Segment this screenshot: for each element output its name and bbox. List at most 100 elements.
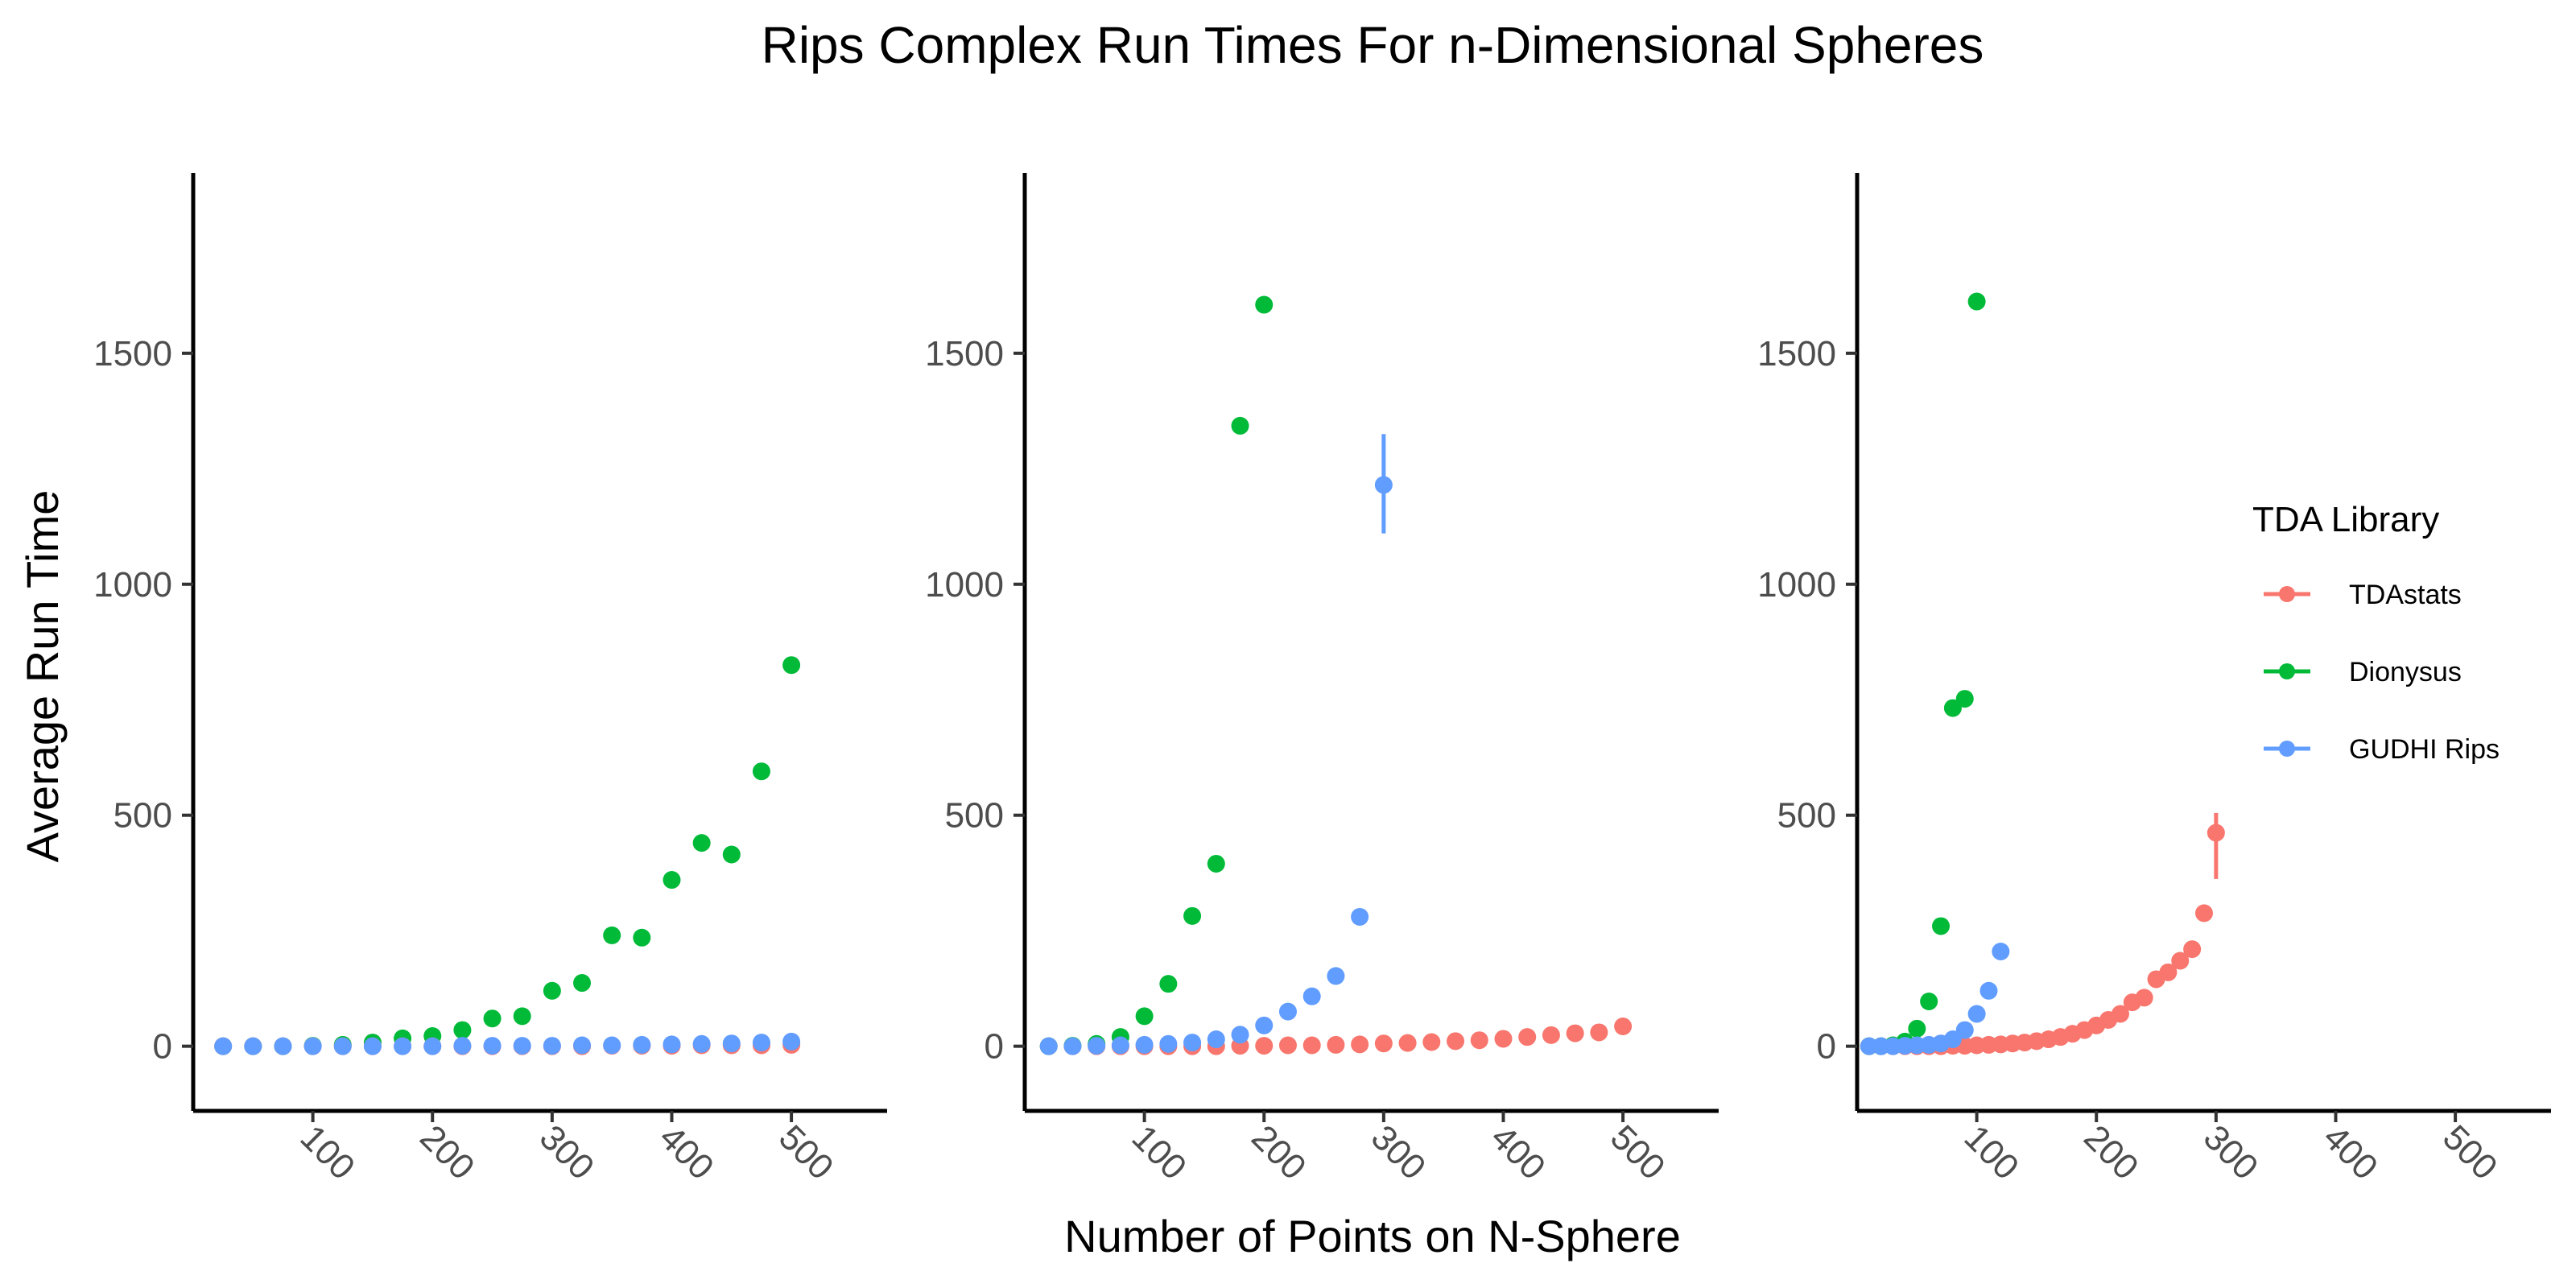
- panel-2: 0 500 1000 1500 100 200 300 400 500: [925, 173, 1719, 1187]
- point-gudhi-rips: [363, 1037, 382, 1055]
- point-dionysus: [663, 871, 681, 890]
- point-gudhi-rips: [214, 1037, 233, 1055]
- point-gudhi-rips: [752, 1034, 770, 1052]
- point-dionysus: [513, 1007, 531, 1026]
- x-tick-label: 400: [1483, 1117, 1553, 1187]
- point-dionysus: [1920, 992, 1938, 1010]
- point-gudhi-rips: [453, 1037, 472, 1055]
- point-tdastats: [1422, 1033, 1441, 1051]
- x-tick-label: 300: [2196, 1117, 2266, 1187]
- point-tdastats: [2207, 824, 2225, 842]
- legend: TDA Library TDAstats Dionysus GUDHI Rips: [2252, 500, 2500, 765]
- legend-label: GUDHI Rips: [2349, 734, 2500, 765]
- point-tdastats: [1542, 1026, 1560, 1044]
- point-dionysus: [603, 926, 621, 944]
- point-dionysus: [1967, 292, 1986, 311]
- y-tick-label: 1000: [925, 565, 1004, 605]
- point-dionysus: [1943, 699, 1962, 717]
- x-tick-label: 500: [2435, 1117, 2505, 1187]
- point-tdastats: [1398, 1034, 1417, 1052]
- y-tick-label: 1500: [925, 334, 1004, 374]
- point-gudhi-rips: [1231, 1026, 1249, 1044]
- point-gudhi-rips: [603, 1036, 621, 1055]
- point-tdastats: [1255, 1037, 1274, 1055]
- point-gudhi-rips: [782, 1032, 801, 1051]
- point-dionysus: [1135, 1007, 1154, 1026]
- y-axis-title: Average Run Time: [17, 490, 68, 863]
- point-dionysus: [1159, 975, 1178, 993]
- point-gudhi-rips: [722, 1034, 741, 1053]
- x-tick-label: 200: [412, 1117, 482, 1187]
- point-gudhi-rips: [1967, 1005, 1986, 1023]
- point-gudhi-rips: [423, 1037, 442, 1055]
- point-gudhi-rips: [513, 1037, 531, 1055]
- point-tdastats: [2111, 1005, 2129, 1023]
- x-tick-label: 300: [532, 1117, 602, 1187]
- legend-entry-gudhi-rips: GUDHI Rips: [2264, 734, 2500, 765]
- point-tdastats: [1518, 1028, 1537, 1046]
- point-dionysus: [1231, 416, 1249, 435]
- legend-key-point: [2279, 741, 2295, 757]
- x-tick-label: 100: [1125, 1117, 1195, 1187]
- y-tick-label: 1500: [1757, 334, 1836, 374]
- y-tick-label: 1500: [93, 334, 172, 374]
- point-tdastats: [1374, 1034, 1393, 1053]
- point-gudhi-rips: [1955, 1021, 1974, 1039]
- point-dionysus: [722, 845, 741, 864]
- point-dionysus: [1207, 854, 1225, 873]
- point-gudhi-rips: [1278, 1002, 1297, 1021]
- point-dionysus: [633, 928, 651, 947]
- point-gudhi-rips: [1159, 1034, 1178, 1053]
- point-gudhi-rips: [1039, 1037, 1058, 1055]
- point-gudhi-rips: [1979, 981, 1998, 1000]
- x-tick-label: 500: [1603, 1117, 1673, 1187]
- point-dionysus: [1955, 690, 1974, 708]
- point-dionysus: [453, 1021, 472, 1039]
- point-gudhi-rips: [1088, 1037, 1106, 1055]
- y-tick-label: 0: [985, 1027, 1004, 1067]
- y-tick-label: 1000: [93, 565, 172, 605]
- point-tdastats: [2171, 952, 2190, 970]
- point-gudhi-rips: [1302, 987, 1321, 1005]
- x-tick-label: 200: [2076, 1117, 2146, 1187]
- x-tick-label: 400: [651, 1117, 721, 1187]
- point-dionysus: [1932, 917, 1951, 935]
- point-dionysus: [1908, 1019, 1926, 1038]
- point-gudhi-rips: [244, 1037, 262, 1055]
- y-tick-label: 1000: [1757, 565, 1836, 605]
- point-dionysus: [752, 762, 770, 781]
- point-gudhi-rips: [692, 1034, 711, 1053]
- point-gudhi-rips: [1183, 1034, 1202, 1052]
- point-tdastats: [1302, 1036, 1321, 1055]
- chart-title: Rips Complex Run Times For n-Dimensional…: [762, 16, 1984, 74]
- point-gudhi-rips: [1327, 967, 1345, 985]
- legend-entry-dionysus: Dionysus: [2264, 657, 2462, 687]
- point-gudhi-rips: [1374, 476, 1393, 494]
- point-gudhi-rips: [1063, 1037, 1082, 1055]
- point-dionysus: [782, 656, 801, 675]
- x-tick-label: 100: [293, 1117, 363, 1187]
- x-tick-label: 200: [1244, 1117, 1314, 1187]
- point-dionysus: [692, 834, 711, 852]
- legend-label: TDAstats: [2349, 580, 2462, 610]
- x-axis-title: Number of Points on N-Sphere: [1064, 1211, 1681, 1261]
- point-gudhi-rips: [1111, 1036, 1129, 1055]
- legend-key-point: [2279, 586, 2295, 602]
- point-gudhi-rips: [663, 1035, 681, 1054]
- y-tick-label: 0: [153, 1027, 172, 1067]
- point-tdastats: [1327, 1035, 1345, 1054]
- point-dionysus: [1255, 295, 1274, 314]
- point-gudhi-rips: [573, 1036, 592, 1055]
- point-dionysus: [1183, 906, 1202, 925]
- point-gudhi-rips: [274, 1037, 292, 1055]
- panel-1: 0 500 1000 1500 100 200 300 400 500: [93, 173, 887, 1187]
- point-gudhi-rips: [333, 1037, 352, 1055]
- point-gudhi-rips: [303, 1037, 322, 1055]
- point-tdastats: [1447, 1032, 1465, 1051]
- point-tdastats: [1470, 1031, 1488, 1050]
- point-gudhi-rips: [483, 1037, 502, 1055]
- legend-key-point: [2279, 663, 2295, 679]
- point-gudhi-rips: [543, 1037, 561, 1055]
- point-tdastats: [1614, 1017, 1633, 1035]
